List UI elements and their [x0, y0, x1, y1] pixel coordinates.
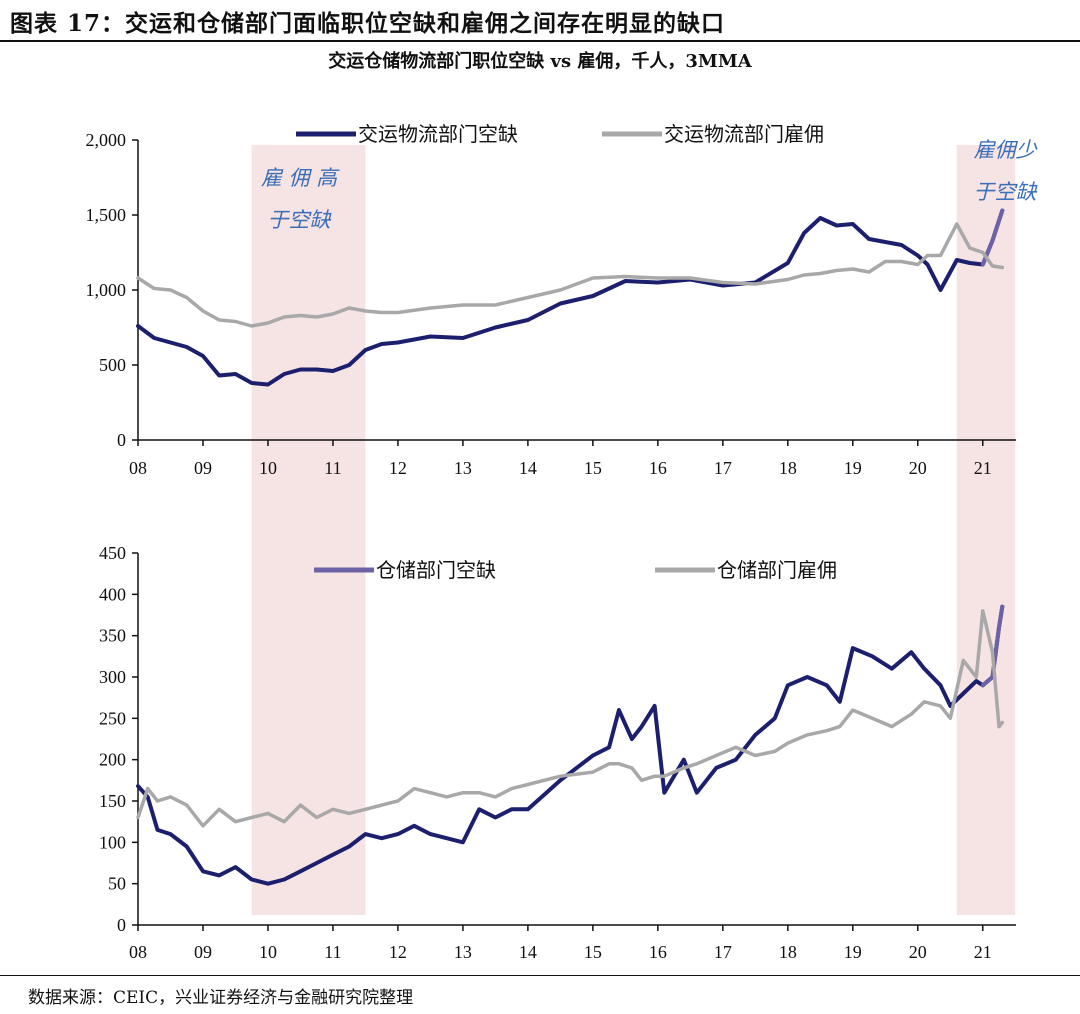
source-divider	[0, 975, 1080, 976]
x-tick-label: 10	[259, 942, 277, 962]
x-tick-label: 20	[909, 942, 927, 962]
top-legend: 交运物流部门空缺 交运物流部门雇佣	[296, 122, 824, 146]
y-tick-label: 300	[99, 667, 126, 687]
y-tick-label: 50	[108, 874, 126, 894]
chart-subtitle: 交运仓储物流部门职位空缺 vs 雇佣，千人，3MMA	[328, 51, 752, 72]
x-tick-label: 19	[844, 458, 862, 478]
y-tick-label: 350	[99, 626, 126, 646]
x-tick-label: 19	[844, 942, 862, 962]
hiring-line	[136, 609, 1005, 828]
hiring-line	[136, 222, 1005, 328]
top-axes: 0 500 1,000 1,500 2,000 08 09 10 11 12 13 14 15 16 17 1…	[86, 130, 1016, 478]
x-tick-label: 13	[454, 458, 472, 478]
vacancy-line-recent	[980, 604, 1005, 688]
legend-label-hiring: 交运物流部门雇佣	[664, 122, 824, 146]
legend-label-warehouse-hiring: 仓储部门雇佣	[717, 558, 837, 582]
y-tick-label: 0	[117, 915, 126, 935]
x-tick-label: 11	[324, 942, 341, 962]
vacancy-line	[136, 604, 1005, 886]
annotation-hiring-below: 于空缺	[974, 180, 1039, 204]
y-tick-label: 2,000	[86, 130, 127, 150]
y-tick-label: 100	[99, 832, 126, 852]
x-tick-label: 11	[324, 458, 341, 478]
x-tick-label: 18	[779, 458, 797, 478]
legend-label-warehouse-vacancy: 仓储部门空缺	[376, 558, 496, 582]
x-tick-label: 20	[909, 458, 927, 478]
x-tick-label: 15	[584, 942, 602, 962]
vacancy-line	[136, 208, 1005, 387]
shaded-period-1	[251, 145, 366, 915]
title-divider	[0, 40, 1080, 42]
x-tick-label: 16	[649, 458, 667, 478]
y-tick-label: 1,000	[86, 280, 127, 300]
top-series-lines	[136, 208, 1005, 387]
y-tick-label: 400	[99, 584, 126, 604]
x-tick-label: 21	[974, 458, 992, 478]
x-tick-label: 10	[259, 458, 277, 478]
x-tick-label: 17	[714, 458, 732, 478]
y-tick-label: 500	[99, 355, 126, 375]
x-tick-label: 09	[194, 942, 212, 962]
annotation-hiring-above: 雇 佣 高	[261, 166, 340, 190]
y-tick-label: 200	[99, 750, 126, 770]
bottom-axes: 0 50 100 150 200 250 300 350 400 450 08 09 10 11 12 13 1…	[99, 543, 1016, 962]
bottom-series-lines	[136, 604, 1005, 886]
y-tick-label: 450	[99, 543, 126, 563]
bottom-legend: 仓储部门空缺 仓储部门雇佣	[314, 558, 837, 582]
x-tick-label: 15	[584, 458, 602, 478]
x-tick-label: 18	[779, 942, 797, 962]
x-tick-label: 12	[389, 458, 407, 478]
legend-label-vacancy: 交运物流部门空缺	[358, 122, 518, 146]
x-tick-label: 13	[454, 942, 472, 962]
x-tick-label: 16	[649, 942, 667, 962]
y-tick-label: 0	[117, 430, 126, 450]
shaded-periods	[251, 145, 1016, 915]
x-tick-label: 12	[389, 942, 407, 962]
y-tick-label: 250	[99, 708, 126, 728]
x-tick-label: 17	[714, 942, 732, 962]
y-tick-label: 150	[99, 791, 126, 811]
x-tick-label: 08	[129, 458, 147, 478]
figure-title: 图表 17：交运和仓储部门面临职位空缺和雇佣之间存在明显的缺口	[10, 10, 726, 37]
x-tick-label: 14	[519, 942, 537, 962]
bottom-chart-panel: 0 50 100 150 200 250 300 350 400 450 08 09 10 11 12 13 1…	[99, 543, 1016, 962]
y-tick-label: 1,500	[86, 205, 127, 225]
x-tick-label: 09	[194, 458, 212, 478]
x-tick-label: 21	[974, 942, 992, 962]
top-chart-panel: 0 500 1,000 1,500 2,000 08 09 10 11 12 13 14 15 16 17 1…	[86, 122, 1039, 478]
x-tick-label: 08	[129, 942, 147, 962]
shaded-period-2	[956, 145, 1016, 915]
x-tick-label: 14	[519, 458, 537, 478]
annotation-hiring-above: 于空缺	[268, 208, 333, 232]
annotation-hiring-below: 雇佣少	[974, 138, 1038, 162]
source-note: 数据来源：CEIC，兴业证券经济与金融研究院整理	[28, 988, 414, 1008]
